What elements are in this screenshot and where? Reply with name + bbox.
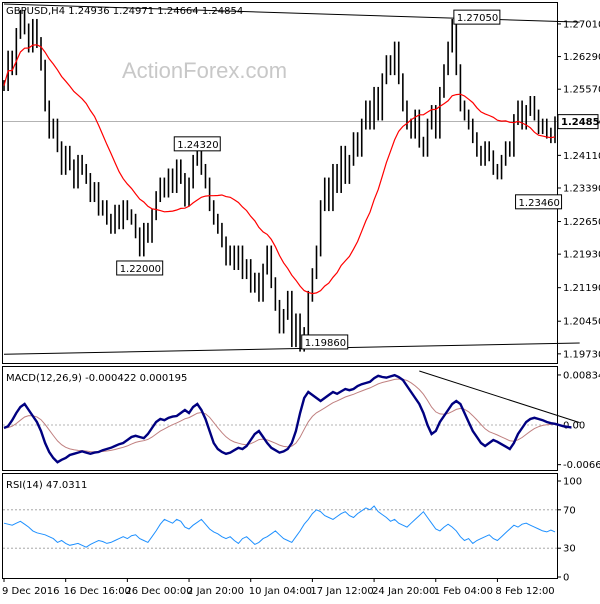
price-annotation-box (173, 136, 221, 152)
macd-tick-label: 0.008341 (563, 370, 600, 381)
price-annotation-label: 1.27050 (457, 13, 498, 24)
price-annotation-box (453, 9, 501, 25)
rsi-tick-label: 100 (563, 477, 582, 488)
x-tick-label: 17 Jan 12:00 (310, 586, 373, 597)
price-bars (3, 9, 556, 352)
price-tick-label: 1.21930 (563, 250, 600, 261)
price-annotation-label: 1.22000 (120, 264, 161, 275)
price-tick-label: 1.22650 (563, 217, 600, 228)
x-tick-label: 26 Dec 00:00 (125, 586, 192, 597)
price-tick-label: 1.20450 (563, 317, 600, 328)
rsi-tick-label: 0 (563, 573, 569, 584)
price-pane-header: GBPUSD,H4 1.24936 1.24971 1.24664 1.2485… (6, 6, 243, 17)
x-tick-label: 8 Feb 12:00 (495, 586, 554, 597)
price-tick-label: 1.19730 (563, 349, 600, 360)
x-tick-label: 2 Jan 20:00 (187, 586, 244, 597)
rsi-lines: 100 70 30 0 (3, 477, 582, 584)
price-annotation-label: 1.23460 (519, 198, 560, 209)
rsi-pane-header: RSI(14) 47.0311 (6, 480, 87, 491)
price-trendline (3, 342, 580, 355)
price-annotation-box (116, 260, 164, 276)
price-annotations: 1.27050 1.24320 1.22000 1.23460 1.19860 (116, 9, 563, 350)
price-tick-label: 1.21190 (563, 283, 600, 294)
last-price-box (557, 114, 599, 130)
macd-trendline (419, 370, 580, 424)
price-tick-label: 1.27010 (563, 19, 600, 30)
watermark: ActionForex.com (122, 58, 287, 83)
macd-line (3, 373, 572, 464)
rsi-tick-label: 70 (563, 505, 576, 516)
price-tick-label: 1.24110 (563, 151, 600, 162)
price-annotation-box (301, 334, 349, 350)
price-annotation-box (515, 194, 563, 210)
x-tick-label: 1 Feb 04:00 (434, 586, 493, 597)
moving-average (3, 44, 556, 295)
price-axis-ticks: 1.27010 1.26290 1.25570 1.24854 1.24110 1.233… (3, 19, 600, 360)
macd-pane-header: MACD(12,26,9) -0.000422 0.000195 (6, 373, 187, 384)
price-annotation-label: 1.24320 (177, 140, 218, 151)
price-tick-label: 1.23390 (563, 183, 600, 194)
x-tick-label: 9 Dec 2016 (2, 586, 60, 597)
ma-line (3, 44, 556, 295)
price-tick-label: 1.26290 (563, 52, 600, 63)
rsi-pane-frame (2, 473, 558, 579)
x-tick-label: 16 Dec 16:00 (64, 586, 131, 597)
price-tick-label: 1.25570 (563, 85, 600, 96)
x-tick-label: 24 Jan 20:00 (372, 586, 435, 597)
rsi-line (3, 505, 556, 548)
price-annotation-label: 1.19860 (305, 338, 346, 349)
last-price-label: 1.24854 (561, 117, 600, 128)
rsi-tick-label: 30 (563, 544, 576, 555)
macd-tick-label: 0.00 (563, 421, 585, 432)
x-tick-label: 10 Jan 04:00 (249, 586, 312, 597)
